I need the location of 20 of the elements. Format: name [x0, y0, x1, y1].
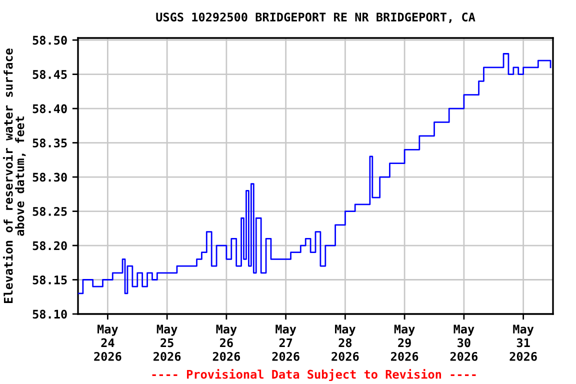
y-tick-label: 58.40 [32, 104, 67, 114]
x-tick-label: May 31 2026 [510, 324, 537, 361]
y-tick-label: 58.35 [32, 138, 67, 148]
x-tick-label: May 29 2026 [391, 324, 418, 361]
x-tick-label: May 26 2026 [212, 324, 240, 361]
y-tick-label: 58.20 [32, 241, 67, 250]
y-tick-label: 58.15 [32, 275, 67, 284]
y-tick-label: 58.30 [32, 172, 67, 182]
y-tick-label: 58.10 [32, 310, 67, 319]
y-tick-label: 58.25 [32, 206, 67, 216]
x-tick-label: May 25 2026 [154, 324, 181, 361]
y-tick-label: 58.45 [32, 70, 67, 79]
text: ---- Provisional Data Subject to Revision ---- [152, 368, 476, 382]
x-tick-label: May 27 2026 [272, 324, 300, 361]
x-tick-label: May 24 2026 [94, 324, 122, 361]
chart-title: USGS 10292500 BRIDGEPORT RE NR BRIDGEPORT, CA [156, 12, 476, 23]
x-tick-label: May 30 2026 [450, 324, 478, 361]
y-axis-title: Elevation of reservoir water surface above datum, feet [3, 48, 26, 303]
x-tick-label: May 28 2026 [332, 324, 359, 361]
y-tick-label: 58.50 [32, 36, 67, 45]
